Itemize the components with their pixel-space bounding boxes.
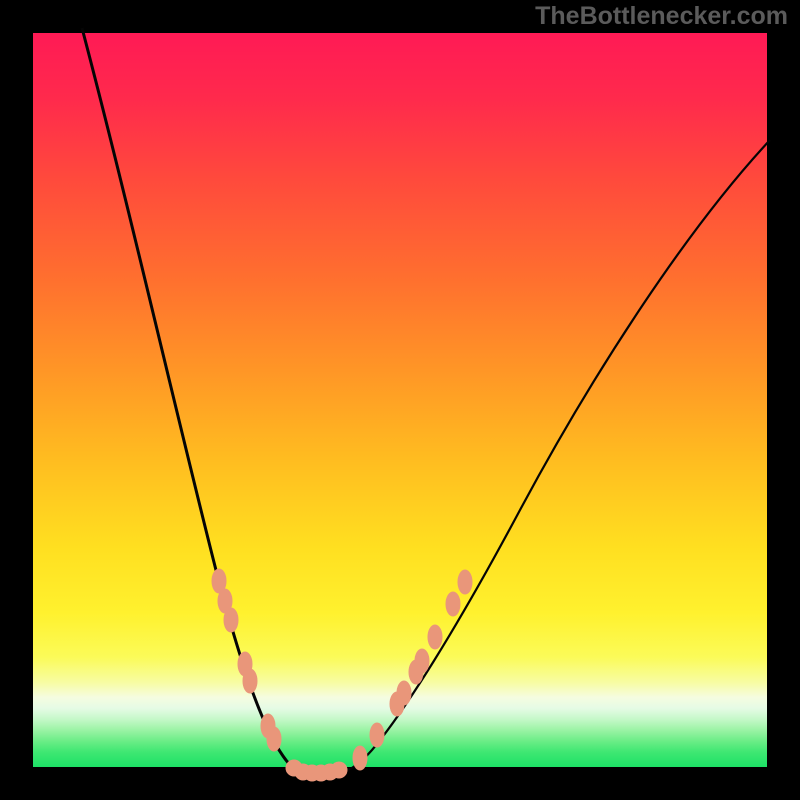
marker-left-6 (267, 727, 281, 751)
marker-right-1 (370, 723, 384, 747)
marker-right-7 (446, 592, 460, 616)
chart-canvas: TheBottlenecker.com (0, 0, 800, 800)
marker-left-2 (224, 608, 238, 632)
marker-right-0 (353, 746, 367, 770)
marker-left-4 (243, 669, 257, 693)
marker-right-8 (458, 570, 472, 594)
curve-left-branch (82, 28, 306, 773)
markers-bottom-group (286, 760, 347, 781)
marker-bottom-5 (331, 762, 347, 778)
curve-right-branch (334, 140, 770, 773)
markers-right-group (353, 570, 472, 770)
marker-right-3 (397, 681, 411, 705)
chart-svg-layer (0, 0, 800, 800)
marker-right-5 (415, 649, 429, 673)
watermark-text: TheBottlenecker.com (535, 2, 788, 31)
marker-right-6 (428, 625, 442, 649)
markers-left-group (212, 569, 281, 751)
